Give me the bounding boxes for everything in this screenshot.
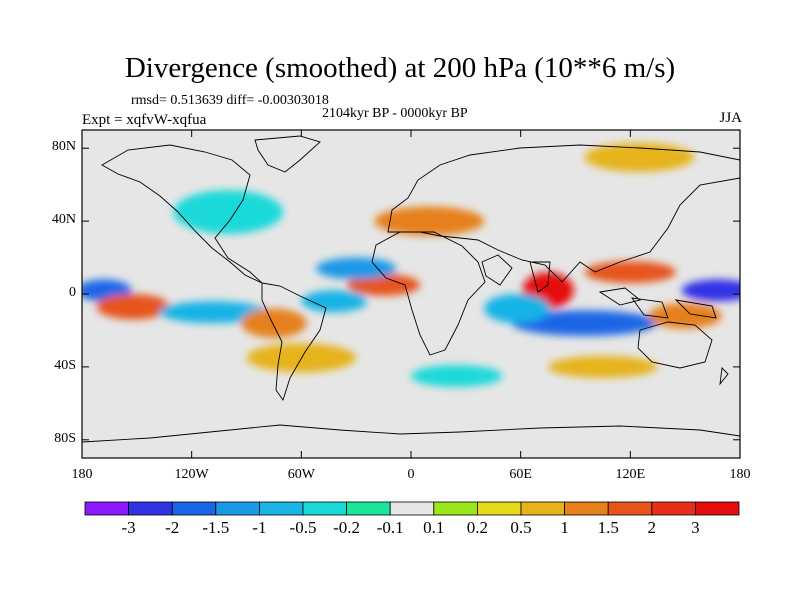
x-tick-label: 120W [174, 467, 209, 482]
field-anomaly-15 [173, 190, 284, 234]
divergence-field [82, 142, 740, 387]
field-anomaly-8 [347, 273, 421, 296]
colorbar-label: 0.2 [466, 518, 489, 537]
colorbar-swatch [215, 501, 260, 516]
colorbar-label: 1.5 [597, 518, 619, 537]
colorbar-label: -1 [252, 518, 267, 537]
colorbar [84, 501, 740, 516]
field-anomaly-13 [374, 206, 485, 236]
colorbar-swatch [84, 501, 129, 516]
x-tick-label: 0 [407, 467, 415, 482]
field-anomaly-7 [241, 308, 307, 338]
colorbar-label: -2 [165, 518, 180, 537]
field-anomaly-5 [96, 294, 170, 320]
colorbar-swatch [258, 501, 304, 516]
colorbar-swatch [564, 501, 609, 516]
field-anomaly-11 [584, 261, 677, 284]
y-tick-label: 40N [51, 212, 76, 228]
colorbar-label: 3 [691, 518, 700, 537]
field-anomaly-3 [681, 279, 740, 302]
colorbar-swatch [128, 501, 173, 516]
colorbar-swatch [389, 501, 435, 516]
y-tick-label: 80S [54, 430, 76, 446]
colorbar-label: -0.5 [289, 518, 317, 537]
x-tick-label: 180 [729, 467, 751, 482]
x-tick-label: 180 [71, 467, 93, 482]
axis-ticks [81, 130, 741, 458]
colorbar-swatch [651, 501, 696, 516]
x-tick-label: 60E [509, 467, 532, 482]
field-anomaly-6 [158, 301, 269, 324]
colorbar-label: 0.1 [423, 518, 445, 537]
period-text: 2104kyr BP - 0000kyr BP [322, 106, 468, 121]
coastlines [82, 135, 740, 443]
x-tick-label: 120E [615, 467, 646, 482]
field-anomaly-9 [315, 257, 397, 280]
field-anomaly-18 [548, 355, 658, 378]
x-tick-label: 60W [287, 467, 315, 482]
field-anomaly-1 [511, 310, 658, 336]
colorbar-label: -3 [121, 518, 136, 537]
colorbar-swatch [302, 501, 347, 516]
colorbar-label: 1 [560, 518, 569, 537]
colorbar-label: 2 [647, 518, 657, 537]
plot-background [82, 130, 740, 458]
colorbar-label: 0.5 [510, 518, 532, 537]
field-anomaly-2 [484, 294, 550, 324]
colorbar-swatch [433, 501, 478, 516]
field-anomaly-14 [584, 142, 695, 172]
chart-title: Divergence (smoothed) at 200 hPa (10**6 … [124, 52, 676, 84]
y-tick-label: 0 [69, 285, 76, 300]
experiment-text: Expt = xqfvW-xqfua [82, 112, 207, 128]
y-tick-label: 40S [54, 357, 76, 373]
colorbar-swatch [171, 501, 217, 516]
colorbar-swatch [520, 501, 565, 516]
stats-text: rmsd= 0.513639 diff= -0.00303018 [131, 93, 329, 108]
field-anomaly-10 [301, 290, 368, 313]
colorbar-swatch [346, 501, 391, 516]
colorbar-label: -0.1 [376, 518, 404, 537]
colorbar-label: -1.5 [202, 518, 230, 537]
field-anomaly-17 [411, 365, 503, 387]
colorbar-swatch [476, 501, 522, 516]
colorbar-label: -0.2 [333, 518, 361, 537]
y-tick-label: 80N [51, 139, 76, 155]
season-text: JJA [719, 110, 742, 126]
colorbar-swatch [695, 501, 740, 516]
colorbar-swatch [607, 501, 653, 516]
